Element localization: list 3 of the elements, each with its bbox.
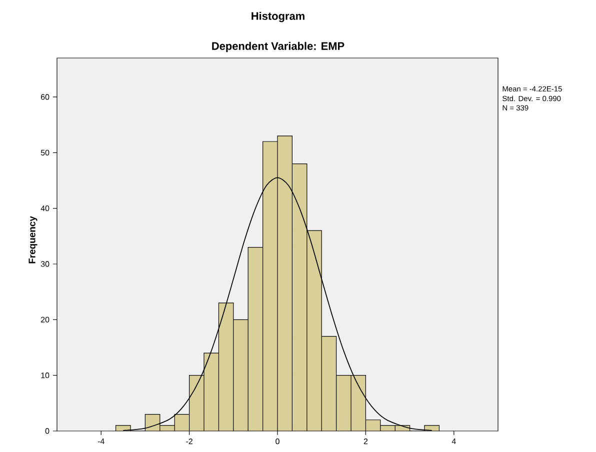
chart-subtitle: Dependent Variable: EMP <box>212 42 344 52</box>
y-axis-title: Frequency <box>28 216 38 264</box>
chart-title: Histogram <box>252 12 304 22</box>
